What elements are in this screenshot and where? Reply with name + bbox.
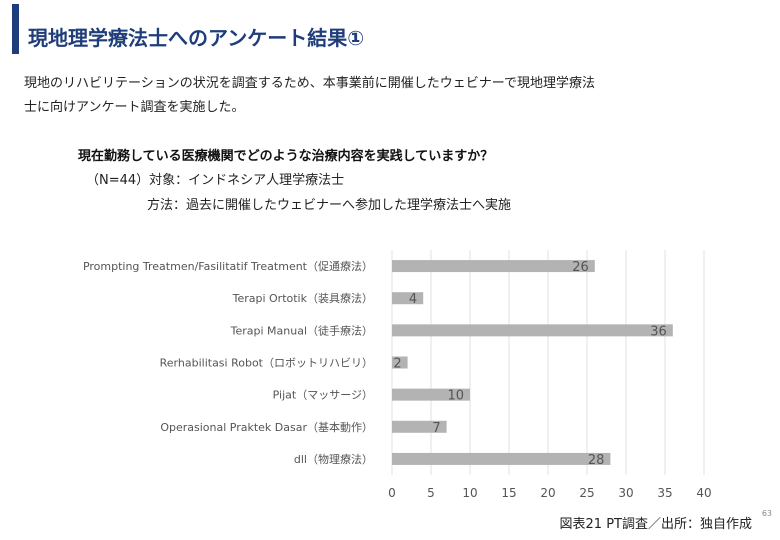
x-tick-label: 40 bbox=[696, 486, 711, 500]
data-label: 7 bbox=[432, 421, 440, 436]
page-number: 63 bbox=[761, 509, 772, 518]
bar bbox=[392, 452, 611, 465]
figure-caption: 図表21 PT調査／出所：独自作成 bbox=[559, 517, 752, 532]
bar bbox=[392, 420, 447, 433]
bar bbox=[392, 260, 595, 273]
x-tick-label: 10 bbox=[462, 486, 477, 500]
category-label: Terapi Ortotik（装具療法） bbox=[232, 291, 373, 305]
bar bbox=[392, 324, 673, 337]
bar bbox=[392, 356, 408, 369]
category-label: Terapi Manual（徒手療法） bbox=[230, 323, 373, 337]
data-label: 4 bbox=[409, 292, 417, 307]
x-tick-label: 15 bbox=[501, 486, 516, 500]
x-tick-label: 20 bbox=[540, 486, 555, 500]
survey-target: （N=44）対象：インドネシア人理学療法士 bbox=[86, 173, 345, 188]
category-label: dll（物理療法） bbox=[294, 452, 373, 466]
slide-title: 現地理学療法士へのアンケート結果① bbox=[28, 26, 365, 50]
data-label: 26 bbox=[572, 260, 589, 275]
category-label: Operasional Praktek Dasar（基本動作） bbox=[160, 420, 373, 434]
x-tick-label: 30 bbox=[618, 486, 633, 500]
category-label: Rerhabilitasi Robot（ロボットリハビリ） bbox=[160, 357, 373, 370]
intro-text: 現地のリハビリテーションの状況を調査するため、本事業前に開催したウェビナーで現地… bbox=[24, 72, 724, 120]
survey-method: 方法：過去に開催したウェビナーへ参加した理学療法士へ実施 bbox=[147, 198, 512, 213]
survey-question: 現在勤務している医療機関でどのような治療内容を実践していますか？ bbox=[78, 149, 494, 164]
data-label: 2 bbox=[393, 357, 401, 372]
x-tick-label: 0 bbox=[388, 486, 396, 500]
title-accent-bar bbox=[12, 4, 19, 54]
x-tick-label: 35 bbox=[657, 486, 672, 500]
data-label: 36 bbox=[650, 324, 667, 339]
intro-line-2: 士に向けアンケート調査を実施した。 bbox=[24, 100, 245, 115]
category-label: Prompting Treatmen/Fasilitatif Treatment… bbox=[83, 259, 373, 273]
category-label: Pijat（マッサージ） bbox=[273, 389, 373, 402]
x-tick-label: 5 bbox=[427, 486, 435, 500]
bar bbox=[392, 388, 470, 401]
data-label: 28 bbox=[588, 453, 605, 468]
bar bbox=[392, 292, 424, 305]
intro-line-1: 現地のリハビリテーションの状況を調査するため、本事業前に開催したウェビナーで現地… bbox=[24, 76, 595, 91]
x-tick-label: 25 bbox=[579, 486, 594, 500]
data-label: 10 bbox=[447, 389, 464, 404]
